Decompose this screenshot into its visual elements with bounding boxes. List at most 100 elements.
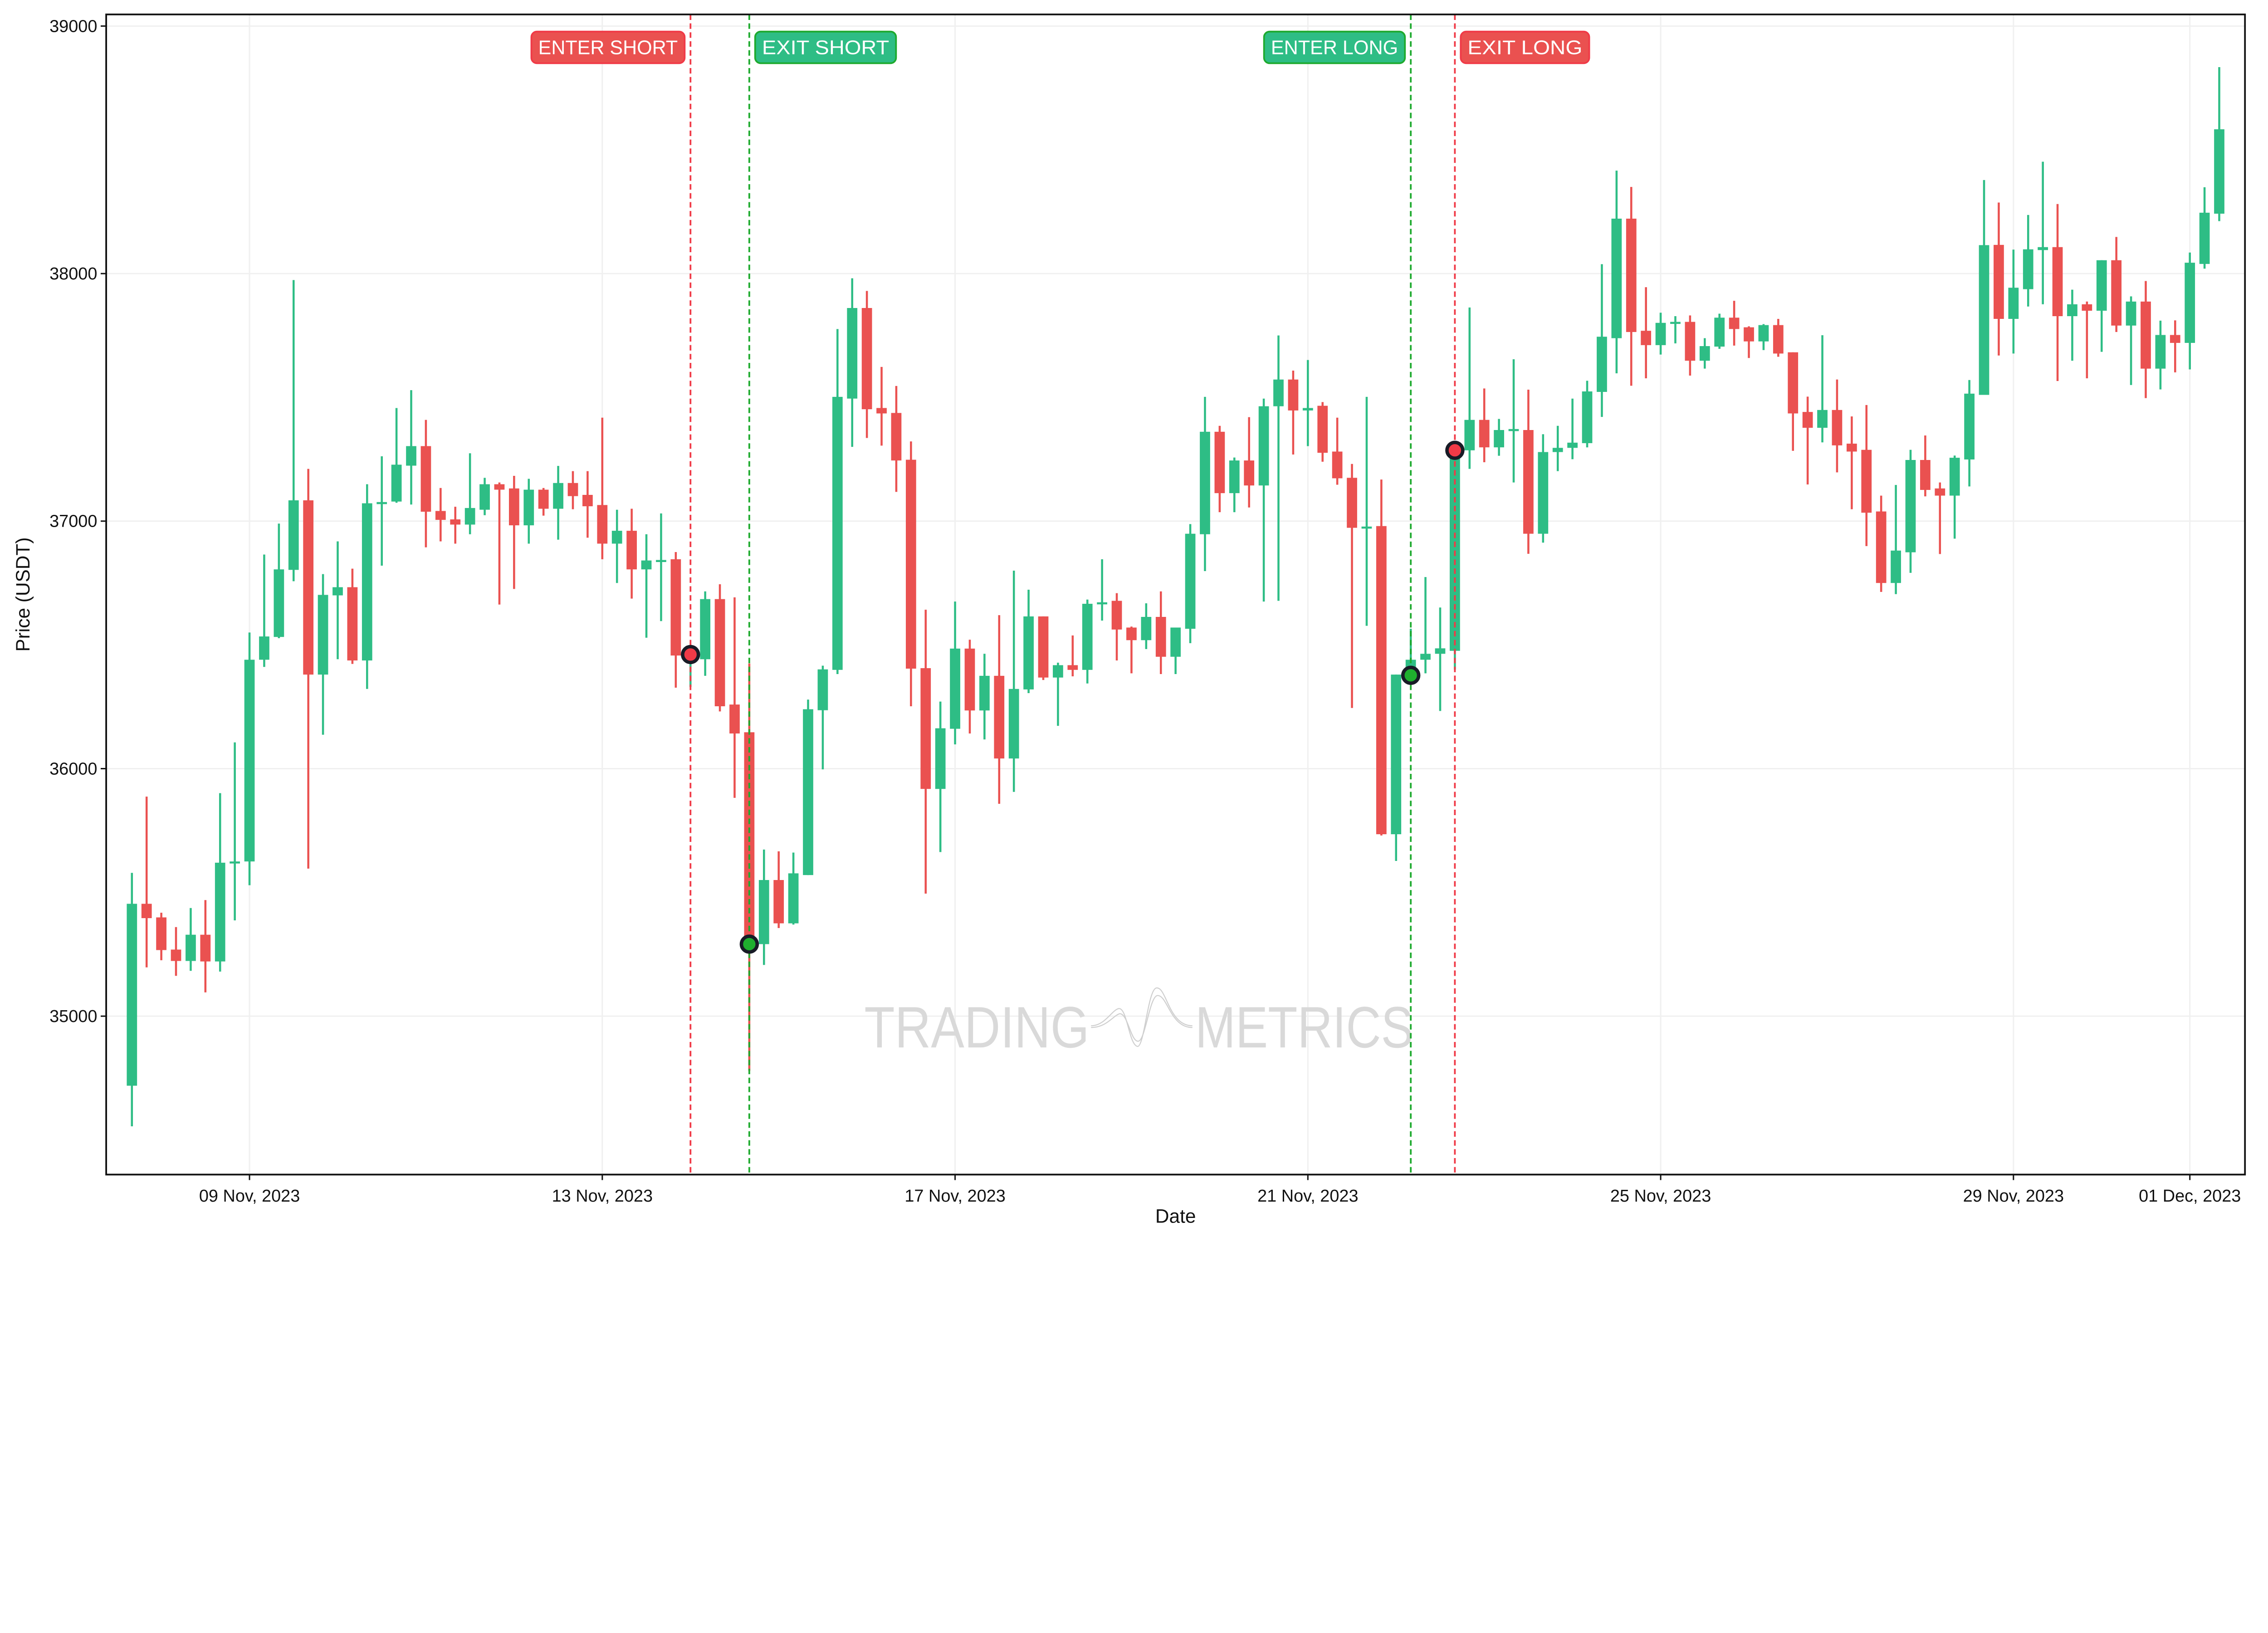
candle (479, 478, 490, 515)
candle (1891, 485, 1901, 594)
candle-body (2052, 247, 2063, 316)
candle (1729, 301, 1740, 346)
candle (1802, 396, 1813, 485)
candle (2185, 252, 2195, 370)
candle-body (773, 880, 784, 924)
candle-body (1714, 318, 1725, 347)
candle (1435, 607, 1446, 711)
candle-body (1008, 689, 1019, 759)
candle-body (1435, 648, 1446, 654)
candle-body (362, 503, 372, 661)
candle (1111, 593, 1122, 661)
candle (1347, 464, 1357, 708)
candle (1567, 398, 1578, 460)
candle-body (920, 668, 931, 789)
candle-body (303, 500, 314, 675)
x-tick-label: 17 Nov, 2023 (904, 1187, 1005, 1206)
candle (2082, 301, 2092, 378)
signal-marker (739, 934, 759, 954)
y-tick-label: 36000 (49, 759, 97, 778)
signal-label-box (1460, 30, 1590, 64)
candle (127, 873, 137, 1126)
candle-body (670, 559, 681, 656)
candlestick-chart: TRADING METRICS ENTER SHORT EXIT SHORT ENT… (12, 13, 2246, 1227)
candle-body (274, 569, 284, 637)
candle (2214, 67, 2224, 221)
x-tick-label: 13 Nov, 2023 (552, 1187, 653, 1206)
candle-body (905, 460, 916, 669)
candle (597, 417, 608, 559)
candle (670, 552, 681, 688)
candle (1714, 313, 1725, 349)
candle (1685, 315, 1696, 376)
candle (1876, 495, 1887, 592)
candle (920, 610, 931, 894)
candle (318, 574, 328, 735)
candle-body (1273, 379, 1284, 406)
candle (2141, 281, 2151, 398)
candle-body (891, 413, 902, 461)
candle (567, 471, 578, 509)
candle-body (347, 587, 358, 661)
x-axis-ticks: 09 Nov, 2023 13 Nov, 2023 17 Nov, 2023 21 N… (199, 1174, 2241, 1206)
candle (1626, 187, 1637, 386)
candle-body (729, 704, 740, 733)
candle-body (1582, 391, 1593, 443)
candle-body (1023, 616, 1034, 689)
gridlines (106, 14, 2245, 1175)
y-tick-label: 37000 (49, 512, 97, 531)
candle-body (1420, 654, 1431, 660)
candle-body (1097, 602, 1107, 605)
candle-body (171, 949, 181, 961)
candle-body (1655, 323, 1666, 345)
candle (1229, 457, 1240, 513)
candle-body (2096, 260, 2107, 311)
candle-body (1111, 601, 1122, 630)
candle (1214, 425, 1225, 513)
signal-enter-short: ENTER SHORT (530, 14, 700, 1175)
candle-body (1597, 337, 1607, 392)
watermark-logo: TRADING METRICS (864, 987, 1413, 1060)
candle-body (832, 396, 843, 670)
candle-body (1258, 406, 1269, 486)
candle-body (420, 446, 431, 512)
signal-marker (1445, 440, 1465, 460)
signal-label-box (1263, 30, 1406, 64)
candle-body (656, 560, 666, 562)
x-tick-label: 29 Nov, 2023 (1963, 1187, 2064, 1206)
candle (729, 597, 740, 798)
candle (1288, 371, 1299, 455)
candle-body (950, 648, 960, 729)
candle-body (641, 560, 652, 570)
candle (156, 913, 166, 960)
signal-exit-long: EXIT LONG (1445, 14, 1590, 1175)
candle-body (2008, 288, 2019, 319)
candle-body (1994, 244, 2004, 319)
candle-body (1508, 429, 1519, 431)
candle-body (2199, 212, 2210, 264)
candle-body (1200, 431, 1210, 534)
candle (347, 568, 358, 664)
candle (1067, 635, 1078, 676)
candle-body (847, 308, 858, 399)
candle-body (2126, 301, 2136, 326)
candle-body (1479, 420, 1490, 448)
candle-body (186, 934, 196, 961)
x-tick-label: 25 Nov, 2023 (1610, 1187, 1711, 1206)
candle (1008, 570, 1019, 792)
candle (1788, 352, 1799, 451)
candle-body (714, 599, 725, 706)
candle-body (1641, 331, 1652, 345)
candle-body (494, 484, 505, 490)
watermark-text-right: METRICS (1195, 995, 1413, 1060)
candle (200, 900, 211, 993)
candle (171, 927, 181, 976)
candle-body (1538, 452, 1549, 534)
candle (376, 456, 387, 566)
candle (861, 291, 872, 438)
candle (1861, 405, 1872, 546)
candle-body (215, 862, 225, 962)
candle (1258, 398, 1269, 602)
y-tick-label: 35000 (49, 1007, 97, 1026)
candle-body (1347, 478, 1357, 528)
